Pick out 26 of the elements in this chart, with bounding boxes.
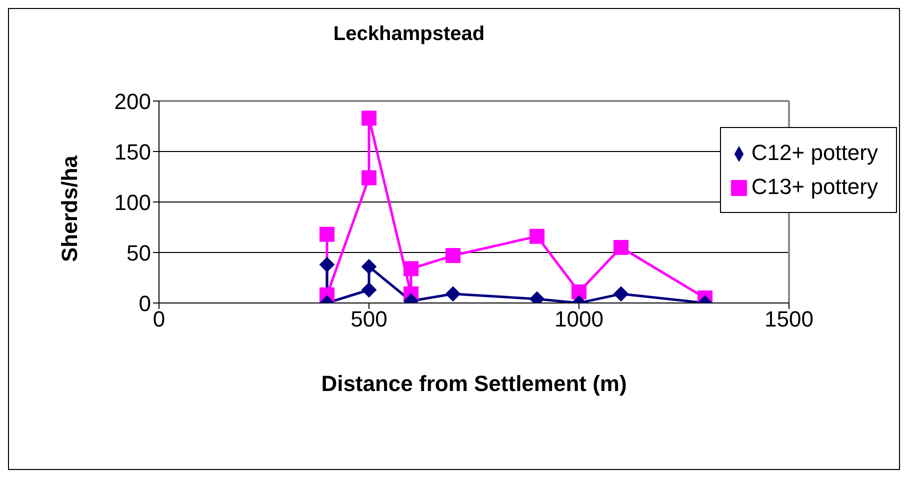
chart-title: Leckhampstead [332,23,486,46]
x-tick-label: 500 [350,306,388,332]
x-tick-label: 1000 [554,306,604,332]
y-tick-label: 200 [114,88,151,114]
y-tick-label: 100 [114,190,151,215]
point [572,284,586,300]
point [362,170,376,186]
point [362,259,376,274]
legend-label: C13+ pottery [751,174,878,199]
x-tick-label: 1500 [764,306,814,332]
point [530,228,544,244]
point [320,257,334,272]
y-tick-label: 150 [114,139,151,164]
legend-label: C12+ pottery [751,140,878,165]
point [614,240,628,255]
y-tick-label: 50 [126,240,151,266]
point [320,226,334,242]
point [446,286,460,302]
point [362,110,376,126]
y-axis-title: Sherds/ha [56,154,82,262]
point [614,286,628,302]
point [362,282,376,298]
point [404,261,418,276]
point [446,248,460,264]
y-tick-label: 0 [138,290,151,316]
x-axis-title: Distance from Settlement (m) [321,371,627,396]
